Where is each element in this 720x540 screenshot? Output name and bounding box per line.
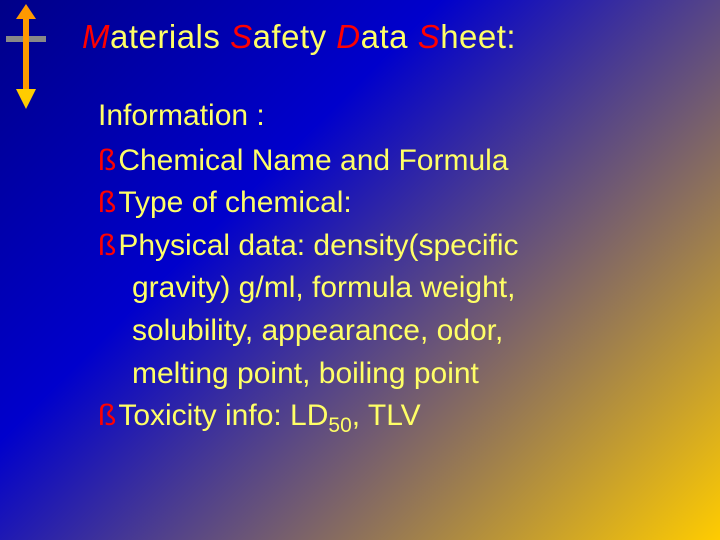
slide-title: Materials Safety Data Sheet: (82, 18, 516, 56)
title-text-fragment: ata (361, 18, 418, 55)
bullet-text: , TLV (352, 399, 421, 432)
intro-text: Information : (98, 95, 680, 138)
bullet-arrow-icon: ß (98, 229, 116, 262)
slide: Materials Safety Data Sheet: Information… (0, 0, 720, 540)
slide-body: Information : ßChemical Name and Formula… (98, 95, 680, 441)
title-text-fragment: aterials (110, 18, 230, 55)
bullet-item: ßToxicity info: LD50, TLV (98, 395, 680, 441)
bullet-list: ßChemical Name and FormulaßType of chemi… (98, 140, 680, 441)
bullet-text: Chemical Name and Formula (118, 144, 508, 177)
bullet-continuation: solubility, appearance, odor, (98, 310, 680, 353)
arrow-decoration-icon (6, 4, 46, 114)
bullet-continuation: melting point, boiling point (98, 353, 680, 396)
bullet-arrow-icon: ß (98, 399, 116, 432)
bullet-text: Toxicity info: LD (118, 399, 328, 432)
title-emphasis-letter: S (418, 18, 441, 55)
title-emphasis-letter: M (82, 18, 110, 55)
subscript-text: 50 (328, 414, 351, 437)
bullet-item: ßChemical Name and Formula (98, 140, 680, 183)
title-text-fragment: afety (253, 18, 337, 55)
title-emphasis-letter: S (230, 18, 253, 55)
bullet-arrow-icon: ß (98, 144, 116, 177)
bullet-continuation: gravity) g/ml, formula weight, (98, 267, 680, 310)
title-emphasis-letter: D (336, 18, 360, 55)
bullet-text: Physical data: density(specific (118, 229, 518, 262)
bullet-item: ßType of chemical: (98, 182, 680, 225)
bullet-text: Type of chemical: (118, 186, 351, 219)
bullet-item: ßPhysical data: density(specific (98, 225, 680, 268)
title-text-fragment: heet: (440, 18, 516, 55)
bullet-arrow-icon: ß (98, 186, 116, 219)
